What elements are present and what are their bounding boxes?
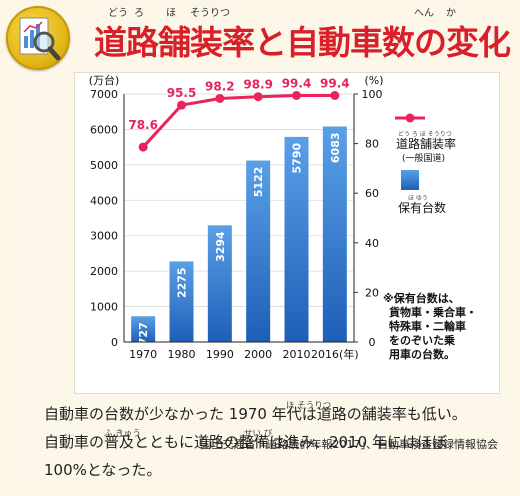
x-tick-label: 1970 <box>129 348 157 361</box>
bar <box>207 225 232 342</box>
note-line: 用車の台数。 <box>389 347 455 361</box>
title-ruby-4: そうりつ <box>190 8 231 19</box>
note-line: をのぞいた乗 <box>389 333 455 347</box>
left-tick-label: 1000 <box>90 301 118 314</box>
left-tick-label: 0 <box>111 336 118 349</box>
combo-chart: 727 2275 3294 5122 5790 6083 78.6 95.5 98.2 98.9… <box>89 73 477 361</box>
x-tick-label: 2010 <box>283 348 311 361</box>
line-value-label: 98.9 <box>243 78 273 92</box>
line-point <box>215 93 225 103</box>
source-text: 国土交通省「道路統計年報2017」、自動車検査登録情報協会 <box>200 438 499 451</box>
note-line: 特殊車・二輪車 <box>389 319 466 333</box>
line-value-label: 99.4 <box>282 76 312 90</box>
bar <box>322 126 347 342</box>
right-tick-label: 80 <box>365 138 379 151</box>
bar-value-label: 727 <box>137 322 150 345</box>
bar-value-label: 5790 <box>291 143 304 174</box>
line-value-label: 95.5 <box>167 86 197 100</box>
chart-area: 727 2275 3294 5122 5790 6083 78.6 95.5 98.2 98.9… <box>0 66 520 451</box>
left-tick-label: 5000 <box>90 159 118 172</box>
legend-bar-ruby: ほ ゆう <box>408 195 428 202</box>
x-tick-label: 2000 <box>244 348 272 361</box>
left-tick-label: 7000 <box>90 88 118 101</box>
pavement-rate-line <box>142 93 335 149</box>
right-tick-label: 20 <box>365 286 379 299</box>
right-axis-unit: (%) <box>364 74 383 87</box>
x-tick-label: 2016(年) <box>311 347 359 361</box>
left-tick-label: 2000 <box>90 265 118 278</box>
line-point <box>330 90 340 100</box>
caption-ruby-3: せい び <box>244 429 273 439</box>
legend-line-label: 道路舗装率 <box>396 136 456 151</box>
right-tick-label: 0 <box>369 336 376 349</box>
x-tick-label: 1980 <box>168 348 196 361</box>
line-point <box>292 90 301 100</box>
legend-line-ruby: どう ろ ほ そうりつ <box>398 130 452 138</box>
note-line: ※保有台数は、 <box>383 291 460 305</box>
legend-bar-label: 保有台数 <box>398 200 446 215</box>
right-tick-label: 60 <box>365 187 379 200</box>
line-value-label: 78.6 <box>128 118 158 132</box>
caption-line-1: 自動車の台数が少なかった 1970 年代は道路の舗装率も低い。 <box>44 405 467 423</box>
caption-line-3: 100%となった。 <box>44 461 162 479</box>
caption: ほ そうりつ ふ きゅう せい び 自動車の台数が少なかった 1970 年代は道… <box>44 400 514 484</box>
title-ruby-1: どう <box>108 8 128 19</box>
title-block: どう ろ ほ そうりつ へん か 道路舗装率と自動車数の変化 <box>94 0 514 62</box>
left-tick-label: 4000 <box>90 194 118 207</box>
bar <box>246 160 271 342</box>
legend-line-marker <box>405 113 415 123</box>
page-title: 道路舗装率と自動車数の変化 <box>94 23 511 62</box>
right-tick-label: 40 <box>365 237 379 250</box>
title-ruby-5: へん <box>414 8 434 19</box>
title-ruby-2: ろ <box>134 8 144 19</box>
bar-value-label: 2275 <box>176 267 189 298</box>
x-tick-label: 1990 <box>206 348 234 361</box>
line-value-label: 99.4 <box>320 76 350 90</box>
bar <box>169 261 194 342</box>
legend-line-sublabel: (一般国道) <box>402 152 445 164</box>
bar-value-label: 3294 <box>214 231 227 262</box>
line-point <box>138 142 148 152</box>
magnifier-chart-icon <box>6 6 70 70</box>
caption-ruby-2: ふ きゅう <box>104 429 141 439</box>
note-line: 貨物車・乗合車・ <box>389 305 477 319</box>
caption-ruby-1: ほ そうりつ <box>286 401 332 411</box>
title-ruby-3: ほ <box>166 8 176 19</box>
right-tick-label: 100 <box>362 88 383 101</box>
caption-line-2: 自動車の普及とともに道路の整備は進み、2010 年にはほぼ <box>44 433 447 451</box>
bar-value-label: 5122 <box>252 167 265 198</box>
title-ruby-6: か <box>446 8 456 19</box>
line-value-label: 98.2 <box>205 79 235 93</box>
line-point <box>177 100 186 110</box>
left-tick-label: 3000 <box>90 230 118 243</box>
bar-value-label: 6083 <box>329 132 342 163</box>
bar <box>284 136 309 342</box>
line-point <box>253 92 263 102</box>
bar <box>131 316 156 342</box>
left-axis-unit: (万台) <box>89 73 120 87</box>
legend-bar-swatch <box>401 170 419 190</box>
left-tick-label: 6000 <box>90 123 118 136</box>
